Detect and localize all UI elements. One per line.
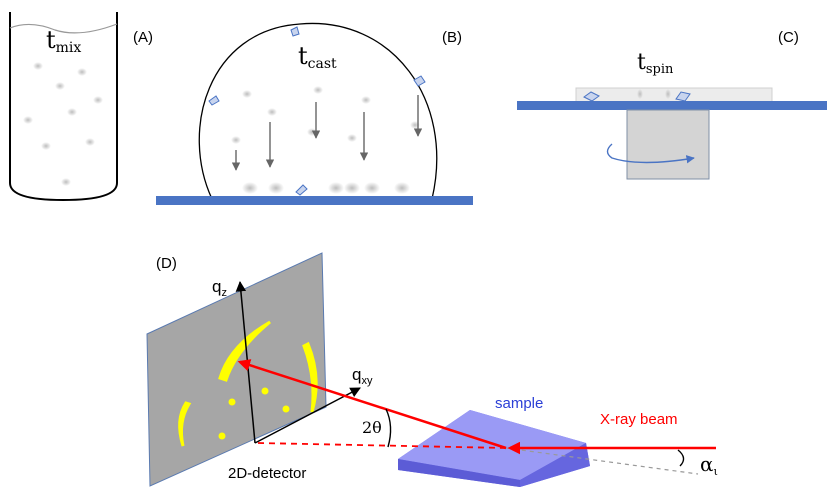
- suspended-particles: [231, 86, 420, 144]
- panel-b-tag: (B): [442, 29, 462, 46]
- spot: [228, 398, 236, 406]
- detector-label: 2D-detector: [228, 465, 306, 482]
- diffracted-beam: [237, 359, 507, 450]
- diffraction-pattern: [178, 320, 318, 447]
- alpha-arc: [677, 449, 685, 467]
- droplet-outline: [198, 22, 438, 200]
- panel-d-tag: (D): [156, 255, 177, 272]
- spot: [261, 387, 269, 395]
- rotation-arrow: [606, 143, 695, 164]
- platelet-crystals-b: [208, 26, 426, 196]
- panel-c: tspin (C): [517, 29, 827, 180]
- panel-a: tmix (A): [9, 12, 153, 202]
- direct-beam-projection: [257, 442, 507, 449]
- panel-c-tag: (C): [778, 29, 799, 46]
- time-label-cast: tcast: [298, 42, 337, 72]
- spot: [282, 405, 290, 413]
- two-theta-label: 2θ: [362, 418, 382, 437]
- substrate-c: [517, 101, 827, 110]
- detector-plane: [146, 252, 327, 487]
- arc-right: [302, 341, 318, 413]
- beaker-outline: [9, 12, 118, 202]
- sample-plane-line: [505, 447, 699, 475]
- panel-d: (D) qz qxy sample: [146, 252, 718, 487]
- arc-top: [218, 320, 271, 382]
- sample-label: sample: [495, 395, 543, 412]
- spin-film: [575, 87, 773, 103]
- qz-label: qz: [212, 277, 227, 299]
- qxy-label: qxy: [352, 365, 373, 387]
- alpha-label: αι: [700, 452, 718, 478]
- spot: [218, 432, 226, 440]
- time-label-mix: tmix: [46, 26, 81, 56]
- substrate-b: [156, 196, 473, 205]
- platelet-crystals-c: [583, 91, 691, 102]
- deposited-particles: [242, 182, 410, 194]
- arc-left: [178, 401, 192, 447]
- qxy-axis: [254, 387, 361, 444]
- two-theta-arc: [385, 408, 392, 448]
- solution-particles: [23, 62, 103, 186]
- xray-beam-label: X-ray beam: [600, 411, 678, 428]
- film-particles: [637, 89, 671, 99]
- solution-surface: [9, 23, 118, 34]
- spin-chuck: [626, 109, 710, 180]
- settling-arrows: [231, 95, 423, 171]
- panel-a-tag: (A): [133, 29, 153, 46]
- panel-b: tcast (B): [156, 22, 473, 205]
- time-label-spin: tspin: [637, 50, 674, 77]
